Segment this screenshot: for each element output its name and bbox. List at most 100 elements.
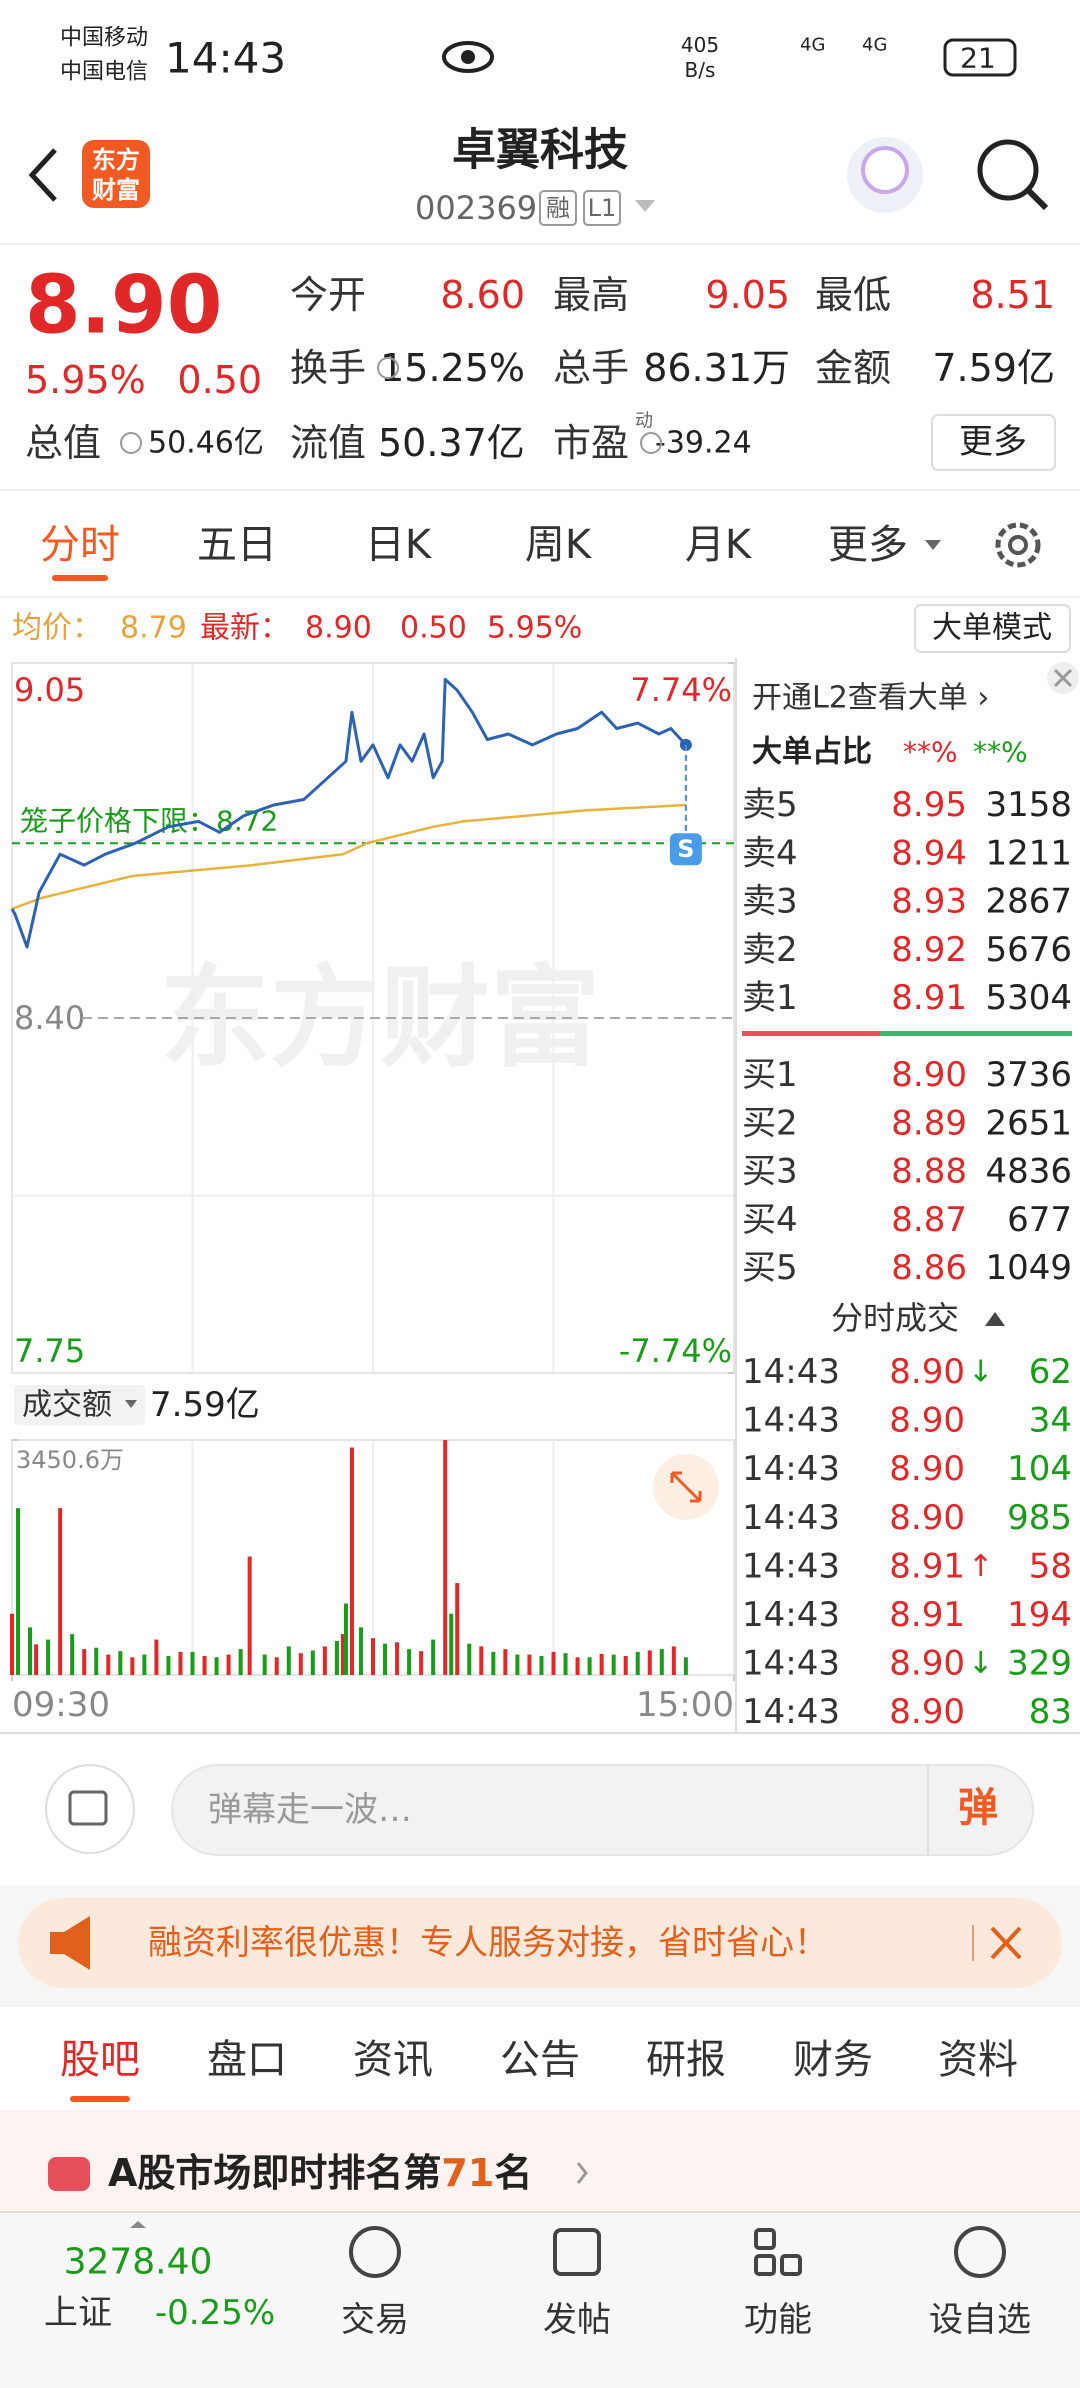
stat-label: 最高: [553, 273, 629, 317]
y2-tick-label: 7.74%: [630, 671, 732, 709]
eye-pupil: [461, 50, 475, 64]
change-pct: 5.95%: [25, 358, 146, 402]
stat-label: 流值: [290, 421, 366, 465]
chart-tab[interactable]: 分时: [40, 522, 120, 568]
volume-bar: [58, 1508, 63, 1675]
expand-icon: [670, 1471, 702, 1503]
trade-price: 8.90: [889, 1449, 965, 1489]
banner[interactable]: [18, 1898, 1062, 1988]
danmu-input[interactable]: [171, 1764, 1034, 1856]
y-tick-label: 9.05: [14, 671, 85, 709]
content-tab[interactable]: 研报: [646, 2037, 726, 2083]
danmu-button[interactable]: 弹: [958, 1785, 998, 1831]
banner-close[interactable]: [990, 1926, 1022, 1960]
volume-bar: [563, 1653, 568, 1675]
big-buy: **%: [903, 736, 958, 769]
volume-bar: [247, 1556, 252, 1675]
volume-bar: [286, 1646, 291, 1675]
trades-toggle: [985, 1312, 1005, 1326]
l2-promo[interactable]: 开通L2查看大单 ›: [752, 681, 989, 716]
trade-volume: 985: [1007, 1498, 1072, 1538]
nav-item[interactable]: 发帖: [543, 2300, 611, 2340]
volume-selector[interactable]: [14, 1385, 145, 1425]
book-label: 买1: [742, 1055, 798, 1095]
volume-bar: [142, 1654, 147, 1675]
volume-bar: [575, 1657, 580, 1675]
watch-icon: [954, 2226, 1006, 2278]
stat-value: 8.60: [440, 273, 525, 317]
nav-item[interactable]: 功能: [744, 2300, 812, 2340]
book-price: 8.90: [891, 1055, 967, 1095]
tag-box: [583, 190, 621, 226]
volume-bar: [599, 1653, 604, 1675]
trade-price: 8.90: [889, 1352, 965, 1392]
volume-bar: [449, 1613, 454, 1675]
volume-bar: [238, 1649, 243, 1675]
latest-change: 0.50: [400, 611, 467, 646]
volume-bar: [274, 1657, 279, 1675]
nav-item[interactable]: 交易: [341, 2300, 409, 2340]
volume-bar: [419, 1651, 424, 1675]
ranking-rank: 71: [441, 2151, 494, 2195]
nav-item[interactable]: 设自选: [929, 2300, 1031, 2340]
volume-bar: [226, 1654, 231, 1675]
stat-label: 换手: [290, 346, 366, 390]
stat-value: 15.25%: [380, 346, 525, 390]
chart-tab[interactable]: 周K: [525, 522, 593, 568]
chart-tab[interactable]: 更多: [828, 522, 908, 568]
volume-bar: [395, 1642, 400, 1675]
latest-change-pct: 5.95%: [487, 611, 582, 646]
back-button[interactable]: [28, 148, 57, 202]
trade-volume: 34: [1029, 1401, 1072, 1441]
avg-value: 8.79: [120, 611, 187, 646]
book-price: 8.92: [891, 930, 967, 970]
volume-bar: [491, 1651, 496, 1675]
func-icon: [754, 2228, 776, 2250]
stat-value: 50.37亿: [378, 421, 525, 465]
latest-value: 8.90: [305, 611, 372, 646]
ranking[interactable]: A股市场即时排名第71名: [108, 2151, 532, 2195]
dropdown-icon: [925, 540, 941, 550]
book-price: 8.89: [891, 1103, 967, 1143]
volume-bar: [214, 1657, 219, 1675]
volume-bar: [310, 1650, 315, 1675]
func-icon: [780, 2254, 802, 2276]
megaphone-icon: [50, 1916, 90, 1970]
volume-bar: [479, 1646, 484, 1675]
volume-bar: [262, 1654, 267, 1675]
chart-tab[interactable]: 五日: [197, 522, 277, 568]
trade-arrow: ↑: [968, 1549, 993, 1584]
y-tick-label: 8.40: [14, 999, 85, 1037]
tag: 融: [546, 194, 570, 222]
more-button[interactable]: [931, 414, 1056, 471]
volume-bar: [343, 1603, 348, 1675]
trades-title: 分时成交: [831, 1299, 959, 1337]
chart-tab[interactable]: 月K: [685, 522, 753, 568]
trade-price: 8.90: [889, 1498, 965, 1538]
book-volume: 677: [1007, 1200, 1072, 1240]
search-handle: [1025, 187, 1049, 211]
danmu-settings[interactable]: [45, 1764, 135, 1854]
chart-tab[interactable]: 日K: [365, 522, 433, 568]
mode-button[interactable]: [914, 604, 1071, 653]
content-tab[interactable]: 资料: [938, 2037, 1018, 2083]
content-tab[interactable]: 盘口: [207, 2037, 287, 2083]
carrier: 中国电信: [60, 60, 148, 85]
content-tab[interactable]: 股吧: [60, 2037, 140, 2083]
content-tab[interactable]: 财务: [793, 2037, 873, 2083]
volume-bar: [443, 1440, 448, 1675]
volume-bar: [46, 1639, 51, 1675]
ranking-bg: [0, 2110, 1080, 2212]
y-tick-label: 7.75: [14, 1332, 85, 1370]
volume-bar: [635, 1651, 640, 1675]
logo[interactable]: [82, 140, 150, 208]
trade-time: 14:43: [742, 1546, 840, 1586]
content-tab[interactable]: 资讯: [353, 2037, 433, 2083]
settings-button[interactable]: [995, 522, 1041, 568]
volume-bar: [611, 1654, 616, 1675]
trade-time: 14:43: [742, 1449, 840, 1489]
content-tab[interactable]: 公告: [500, 2037, 580, 2083]
book-volume: 3736: [985, 1055, 1072, 1095]
search-button[interactable]: [977, 139, 1039, 201]
